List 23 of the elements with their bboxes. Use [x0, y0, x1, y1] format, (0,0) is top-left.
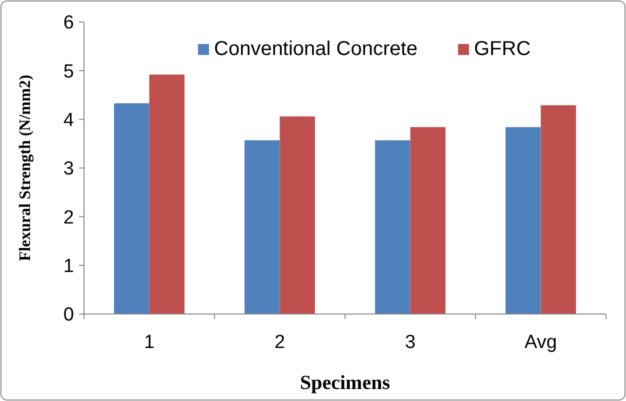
bar	[244, 140, 280, 314]
bar	[506, 127, 541, 314]
x-tick-label: Avg	[524, 332, 557, 353]
bar	[410, 127, 446, 314]
bar	[540, 105, 576, 314]
y-tick-label: 2	[63, 207, 74, 228]
y-tick-label: 1	[63, 256, 74, 277]
x-axis-title: Specimens	[300, 372, 390, 394]
y-axis-title: Flexural Strength (N/mm2)	[17, 74, 34, 262]
x-tick-label: 1	[144, 332, 155, 353]
y-tick-label: 0	[63, 304, 74, 326]
bar	[280, 116, 315, 314]
x-tick-label: 3	[404, 332, 416, 353]
y-tick-label: 6	[63, 12, 74, 34]
legend-label: GFRC	[474, 38, 531, 60]
bar	[114, 103, 150, 314]
x-tick-label: 2	[274, 332, 286, 353]
bar	[149, 74, 184, 314]
bar	[375, 140, 410, 314]
y-tick-label: 4	[63, 110, 74, 131]
y-tick-label: 5	[63, 61, 74, 82]
y-tick-label: 3	[63, 158, 74, 180]
legend-label: Conventional Concrete	[214, 38, 418, 60]
